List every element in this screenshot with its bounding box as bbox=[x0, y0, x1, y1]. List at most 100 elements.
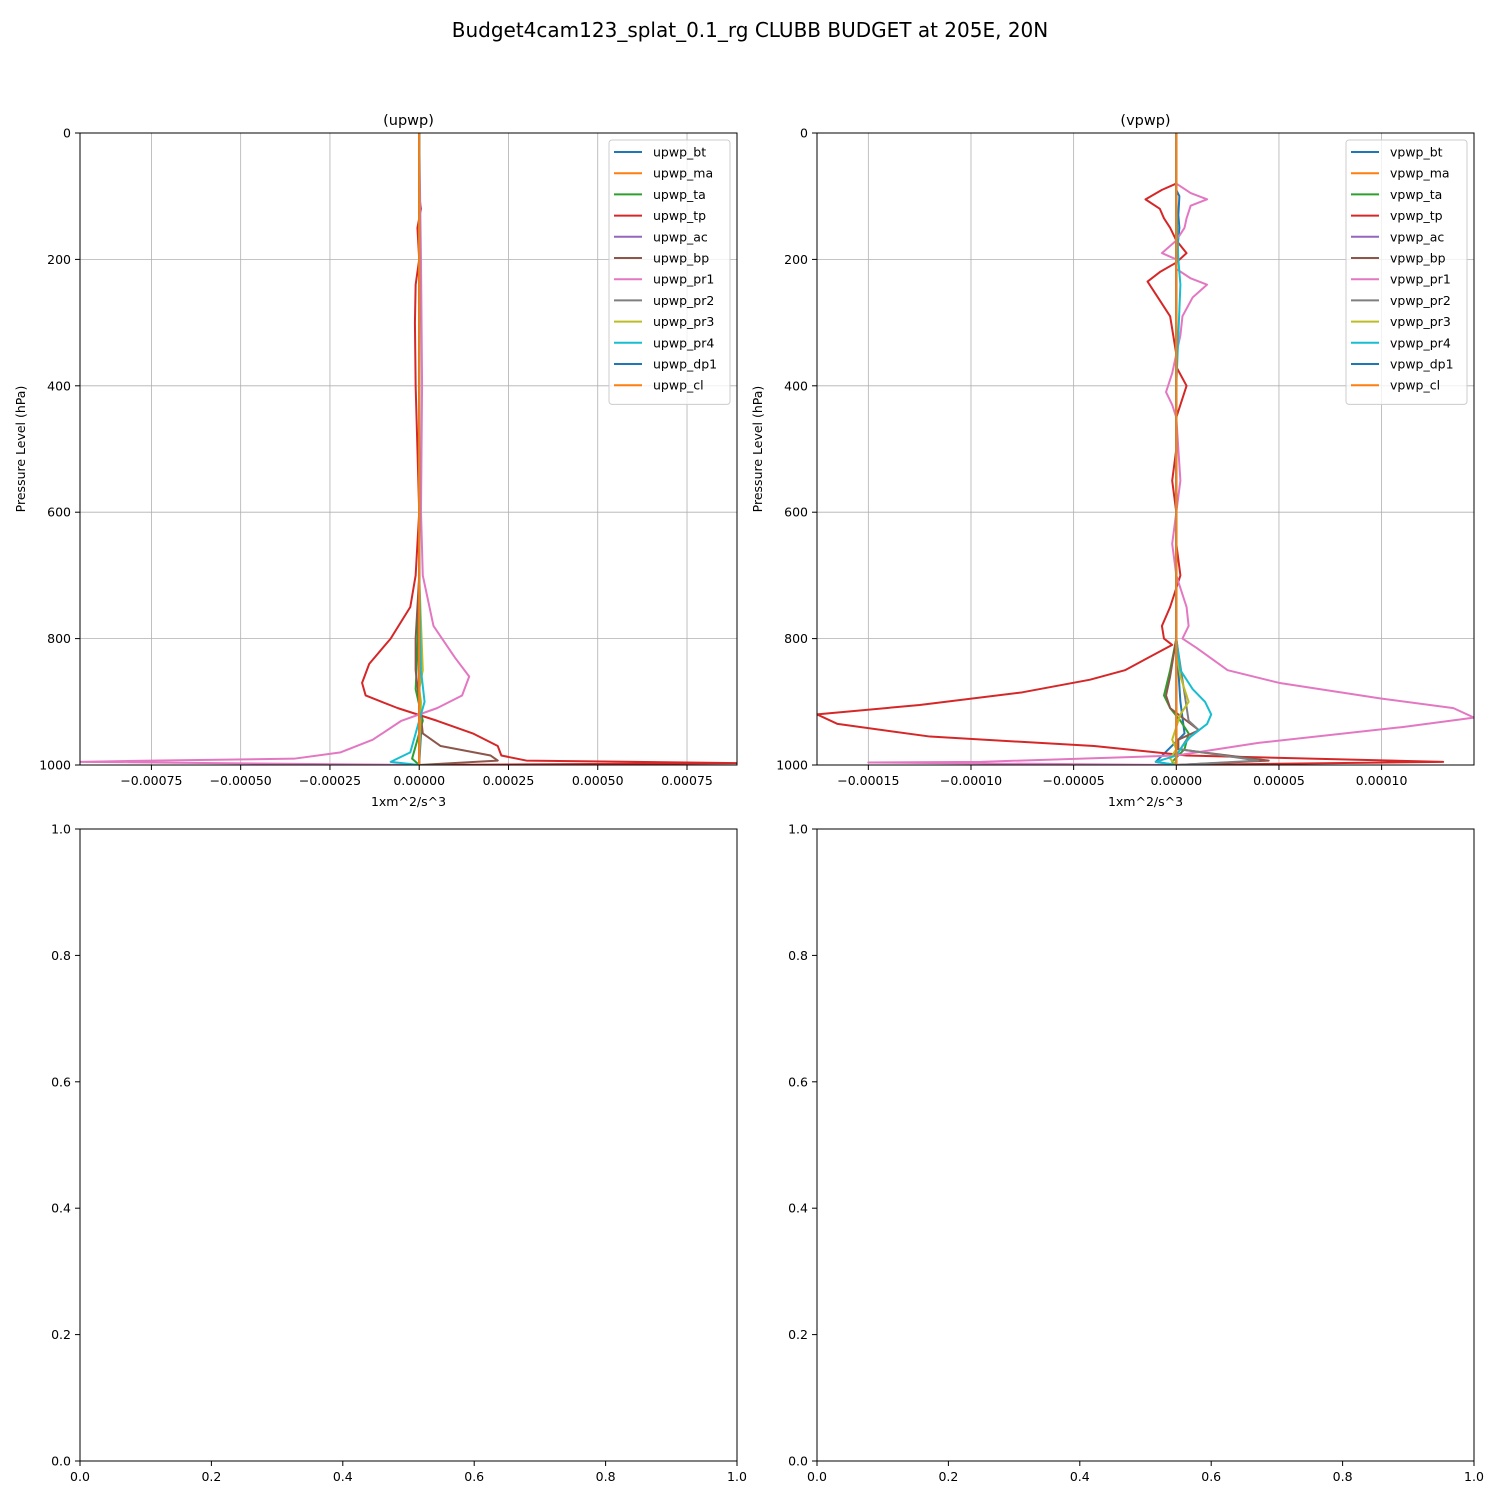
legend-label-upwp_cl: upwp_cl bbox=[653, 378, 704, 393]
y-tick-label: 0.6 bbox=[788, 1074, 808, 1089]
x-tick-label: 0.0 bbox=[70, 1469, 90, 1484]
legend-label-upwp_dp1: upwp_dp1 bbox=[653, 357, 717, 372]
axes-frame bbox=[816, 132, 1475, 766]
legend-label-vpwp_cl: vpwp_cl bbox=[1390, 378, 1440, 393]
y-tick-label: 0.2 bbox=[788, 1327, 808, 1342]
series-line-upwp_bp bbox=[414, 133, 499, 765]
y-tick-label: 1.0 bbox=[788, 822, 808, 837]
legend-label-vpwp_tp: vpwp_tp bbox=[1390, 208, 1443, 223]
legend-label-upwp_bp: upwp_bp bbox=[653, 251, 709, 266]
x-tick-label: 0.4 bbox=[1070, 1469, 1090, 1484]
legend-label-vpwp_pr2: vpwp_pr2 bbox=[1390, 293, 1451, 308]
series-line-vpwp_pr1 bbox=[867, 133, 1474, 765]
x-tick-label: 0.00000 bbox=[393, 773, 445, 788]
y-tick-label: 800 bbox=[47, 631, 71, 646]
legend-label-upwp_pr2: upwp_pr2 bbox=[653, 293, 714, 308]
y-tick-label: 0.6 bbox=[51, 1074, 71, 1089]
y-tick-label: 0.2 bbox=[51, 1327, 71, 1342]
legend-box bbox=[608, 139, 731, 405]
legend-label-vpwp_ac: vpwp_ac bbox=[1390, 229, 1444, 244]
x-tick-label: 0.00010 bbox=[1356, 773, 1408, 788]
y-tick-label: 0.4 bbox=[788, 1201, 808, 1216]
legend-label-vpwp_pr1: vpwp_pr1 bbox=[1390, 272, 1451, 287]
legend-label-upwp_ma: upwp_ma bbox=[653, 166, 713, 181]
axes-frame bbox=[816, 828, 1475, 1462]
figure-suptitle: Budget4cam123_splat_0.1_rg CLUBB BUDGET … bbox=[452, 18, 1048, 42]
x-tick-label: 0.4 bbox=[333, 1469, 353, 1484]
x-tick-label: 0.00050 bbox=[572, 773, 624, 788]
y-tick-label: 0.0 bbox=[51, 1454, 71, 1469]
x-tick-label: −0.00005 bbox=[1043, 773, 1105, 788]
x-tick-label: 0.00000 bbox=[1150, 773, 1202, 788]
y-tick-label: 1000 bbox=[776, 758, 808, 773]
x-tick-label: −0.00015 bbox=[837, 773, 899, 788]
x-tick-label: 0.8 bbox=[1333, 1469, 1353, 1484]
x-tick-label: 0.00025 bbox=[483, 773, 535, 788]
legend-label-upwp_ac: upwp_ac bbox=[653, 229, 708, 244]
x-tick-label: −0.00075 bbox=[120, 773, 182, 788]
x-tick-label: 0.0 bbox=[807, 1469, 827, 1484]
axes-frame bbox=[79, 132, 738, 766]
y-tick-label: 0.0 bbox=[788, 1454, 808, 1469]
legend-label-vpwp_bt: vpwp_bt bbox=[1390, 145, 1443, 160]
legend-label-upwp_pr1: upwp_pr1 bbox=[653, 272, 714, 287]
series-line-upwp_pr1 bbox=[80, 133, 471, 765]
legend-label-vpwp_pr3: vpwp_pr3 bbox=[1390, 314, 1451, 329]
legend-label-upwp_pr4: upwp_pr4 bbox=[653, 335, 714, 350]
axes-title: (upwp) bbox=[383, 113, 434, 129]
y-tick-label: 0.8 bbox=[788, 948, 808, 963]
x-tick-label: −0.00025 bbox=[299, 773, 361, 788]
y-tick-label: 200 bbox=[784, 252, 808, 267]
series-group bbox=[80, 133, 737, 765]
panel-1: −0.00015 −0.00010 −0.00005 0.00000 0.00005 0.… bbox=[750, 113, 1475, 809]
panel-2: 0.0 0.2 0.4 0.6 0.8 1.0 0.0 0.2 0.4 0.6 0.8 1.0 bbox=[51, 822, 747, 1485]
axes-title: (vpwp) bbox=[1120, 113, 1170, 129]
y-tick-label: 400 bbox=[784, 378, 808, 393]
series-line-vpwp_tp bbox=[817, 133, 1445, 765]
x-tick-label: −0.00050 bbox=[210, 773, 272, 788]
legend-box bbox=[1345, 139, 1468, 405]
x-tick-label: 0.6 bbox=[464, 1469, 484, 1484]
legend-label-upwp_pr3: upwp_pr3 bbox=[653, 314, 714, 329]
series-line-vpwp_pr4 bbox=[1154, 133, 1213, 765]
series-line-vpwp_pr3 bbox=[1169, 133, 1190, 765]
axes-frame bbox=[79, 828, 738, 1462]
x-tick-label: 0.2 bbox=[201, 1469, 221, 1484]
x-axis-label: 1xm^2/s^3 bbox=[1108, 794, 1183, 809]
y-tick-label: 0.8 bbox=[51, 948, 71, 963]
y-tick-label: 0 bbox=[800, 126, 808, 141]
y-tick-label: 600 bbox=[47, 505, 71, 520]
x-tick-label: 0.8 bbox=[596, 1469, 616, 1484]
y-axis-label: Pressure Level (hPa) bbox=[13, 386, 28, 513]
x-tick-label: 0.00075 bbox=[661, 773, 713, 788]
series-group bbox=[817, 133, 1474, 765]
y-tick-label: 800 bbox=[784, 631, 808, 646]
legend-label-upwp_bt: upwp_bt bbox=[653, 145, 706, 160]
panel-3: 0.0 0.2 0.4 0.6 0.8 1.0 0.0 0.2 0.4 0.6 0.8 1.0 bbox=[788, 822, 1484, 1485]
legend-label-vpwp_ma: vpwp_ma bbox=[1390, 166, 1450, 181]
x-tick-label: −0.00010 bbox=[940, 773, 1002, 788]
x-tick-label: 0.6 bbox=[1201, 1469, 1221, 1484]
y-tick-label: 1.0 bbox=[51, 822, 71, 837]
legend-label-vpwp_pr4: vpwp_pr4 bbox=[1390, 335, 1451, 350]
legend-label-vpwp_ta: vpwp_ta bbox=[1390, 187, 1442, 202]
x-tick-label: 0.2 bbox=[938, 1469, 958, 1484]
legend: vpwp_bt vpwp_ma vpwp_ta vpwp_tp vpwp_ac vpwp_… bbox=[1345, 139, 1468, 405]
x-tick-label: 1.0 bbox=[727, 1469, 747, 1484]
y-tick-label: 600 bbox=[784, 505, 808, 520]
y-tick-label: 200 bbox=[47, 252, 71, 267]
legend-label-upwp_tp: upwp_tp bbox=[653, 208, 706, 223]
legend-label-vpwp_dp1: vpwp_dp1 bbox=[1390, 357, 1454, 372]
y-axis-label: Pressure Level (hPa) bbox=[750, 386, 765, 513]
series-line-vpwp_pr2 bbox=[1175, 133, 1260, 765]
y-tick-label: 400 bbox=[47, 378, 71, 393]
panel-0: −0.00075 −0.00050 −0.00025 0.00000 0.00025 0.… bbox=[13, 113, 738, 809]
legend-label-vpwp_bp: vpwp_bp bbox=[1390, 251, 1446, 266]
y-tick-label: 1000 bbox=[39, 758, 71, 773]
y-tick-label: 0.4 bbox=[51, 1201, 71, 1216]
legend: upwp_bt upwp_ma upwp_ta upwp_tp upwp_ac upwp_… bbox=[608, 139, 731, 405]
x-tick-label: 0.00005 bbox=[1253, 773, 1305, 788]
x-tick-label: 1.0 bbox=[1464, 1469, 1484, 1484]
x-axis-label: 1xm^2/s^3 bbox=[371, 794, 446, 809]
